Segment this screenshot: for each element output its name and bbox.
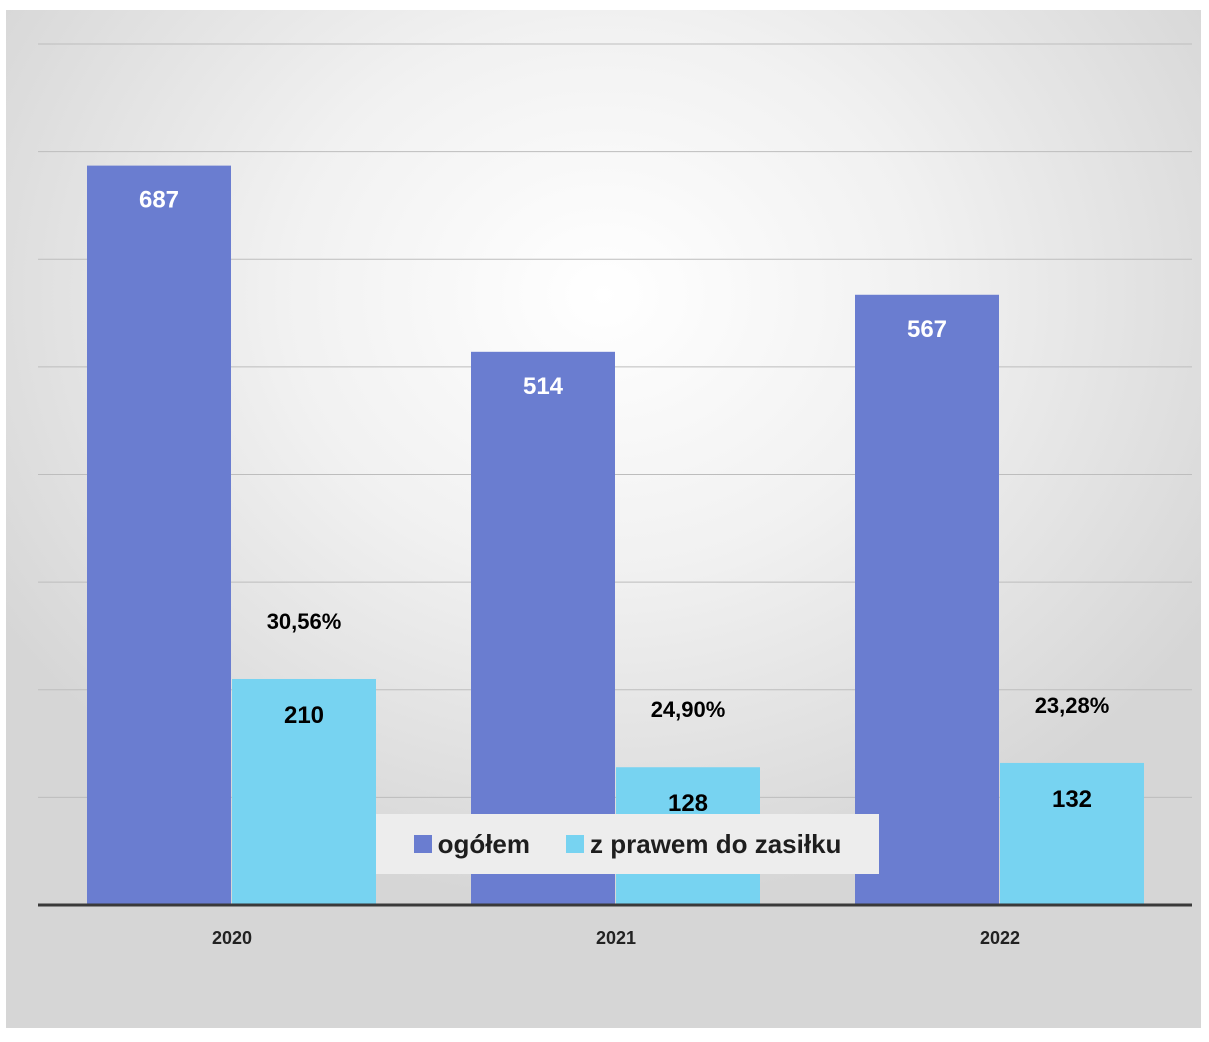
data-label-ogolem-2021: 514 (523, 373, 564, 400)
bar-ogolem-2022 (855, 294, 999, 905)
legend: ogółem z prawem do zasiłku (376, 814, 879, 874)
legend-entry-with-benefit: z prawem do zasiłku (566, 829, 841, 860)
legend-swatch-with-benefit (566, 835, 585, 853)
bar-z-prawem-2022 (1000, 762, 1144, 905)
bar-ogolem-2020 (87, 165, 231, 905)
legend-entry-total: ogółem (413, 828, 531, 860)
bar-z-prawem-2020 (232, 678, 376, 905)
data-label-ogolem-2020: 687 (139, 187, 179, 214)
data-label-z-prawem-2022: 132 (1052, 786, 1092, 813)
percent-label-2022: 23,28% (1035, 693, 1110, 718)
legend-swatch-total (413, 835, 432, 853)
data-label-z-prawem-2021: 128 (668, 790, 708, 817)
percent-label-2020: 30,56% (267, 609, 342, 634)
x-tick-label-2021: 2021 (596, 928, 636, 948)
data-label-ogolem-2022: 567 (907, 316, 947, 343)
percent-label-2021: 24,90% (651, 697, 726, 722)
legend-label-with-benefit: z prawem do zasiłku (590, 828, 842, 859)
legend-label-total: ogółem (437, 828, 531, 859)
x-tick-label-2020: 2020 (212, 928, 252, 948)
data-label-z-prawem-2020: 210 (284, 702, 324, 729)
bar-chart: 687 210 30,56% 2020 514 128 24,90% 2021 567 132 23… (38, 43, 1192, 948)
bar-ogolem-2021 (471, 351, 615, 905)
x-tick-label-2022: 2022 (980, 928, 1020, 948)
chart-area: 687 210 30,56% 2020 514 128 24,90% 2021 567 132 23… (6, 10, 1201, 1028)
